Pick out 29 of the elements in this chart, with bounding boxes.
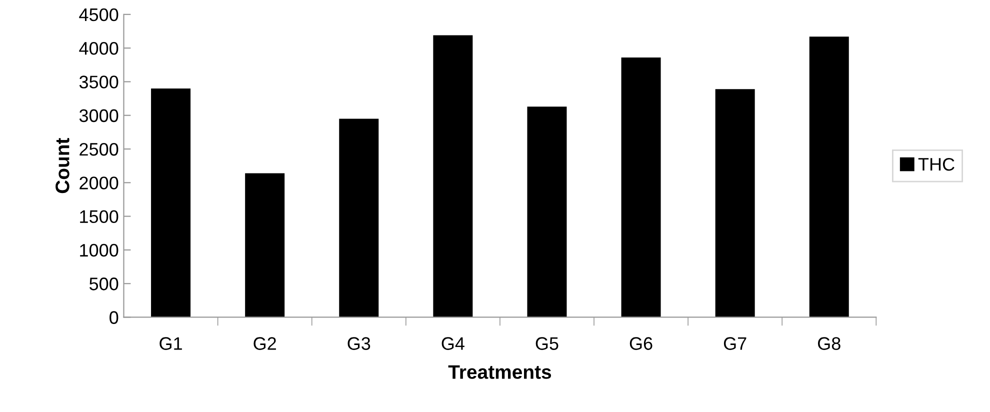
bar [527,106,567,318]
bar [715,89,755,318]
y-tick-label: 3500 [79,76,118,88]
x-tick-label: G7 [724,337,746,350]
y-tick-label: 2000 [80,176,118,190]
bar [245,173,285,318]
y-tick-label: 4000 [79,42,118,55]
y-tick-label: 0 [110,311,118,324]
x-tick-label: G3 [348,337,370,350]
x-tick-label: G5 [536,337,558,350]
x-tick-label: G8 [818,337,840,350]
y-tick-label: 2500 [80,142,118,156]
x-tick-label: G1 [160,337,182,350]
bar [621,57,661,318]
bar [339,118,379,318]
x-tick-label: G4 [442,337,464,350]
x-tick-label: G6 [630,337,652,350]
x-axis-title: Treatments [448,365,552,379]
y-tick-label: 500 [89,278,118,290]
legend-label: THC [918,158,954,171]
y-tick-label: 3000 [79,109,118,122]
y-tick-label: 4500 [79,8,118,22]
bar [433,35,473,318]
bar [151,88,191,318]
y-tick-label: 1500 [80,210,118,224]
bar [809,36,849,318]
y-tick-label: 1000 [80,244,118,257]
y-axis-title: Count [56,138,70,194]
x-tick-label: G2 [254,337,276,350]
